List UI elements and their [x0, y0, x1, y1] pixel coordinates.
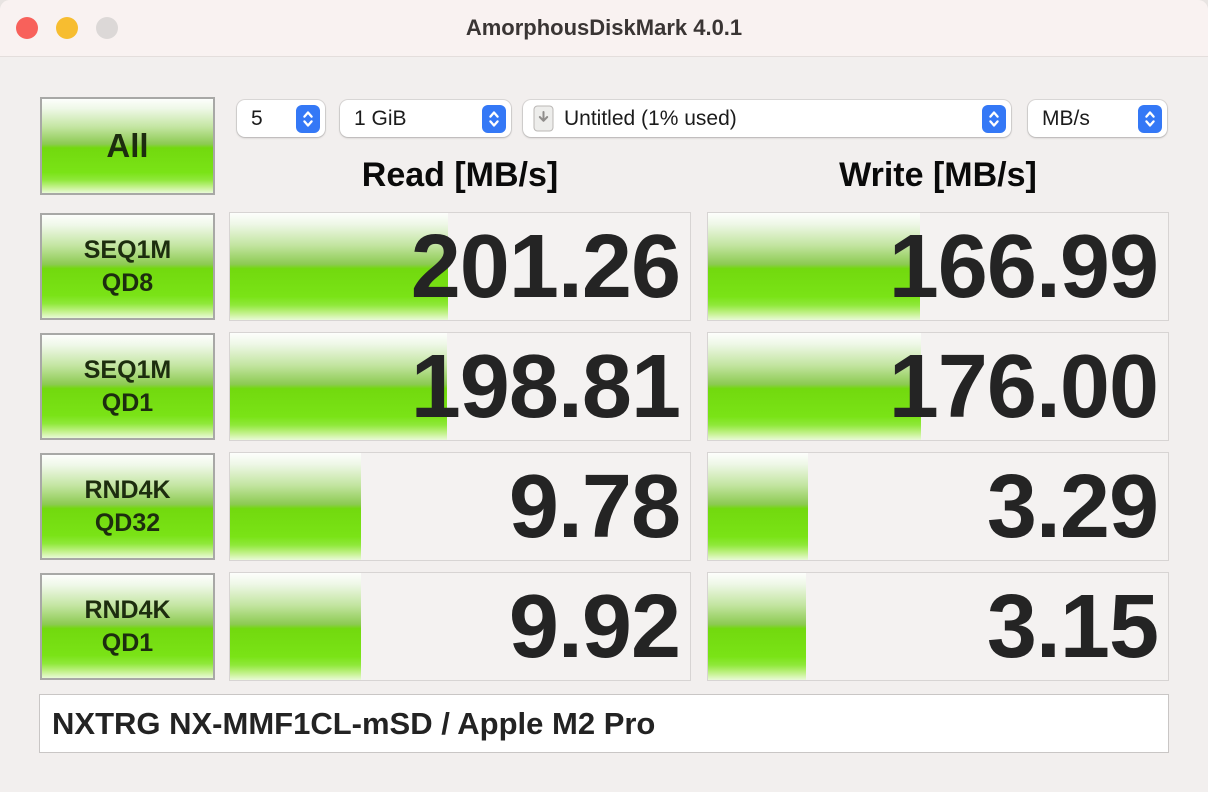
test-button-rnd4k-qd32[interactable]: RND4K QD32: [40, 453, 215, 560]
test-size-select[interactable]: 1 GiB: [340, 100, 511, 137]
read-result-cell: 9.92: [230, 573, 690, 680]
write-result-value: 3.29: [986, 457, 1159, 557]
read-result-value: 9.78: [508, 457, 681, 557]
target-volume-select[interactable]: Untitled (1% used): [523, 100, 1011, 137]
window-title: AmorphousDiskMark 4.0.1: [465, 15, 743, 40]
write-result-bar: [708, 213, 921, 320]
target-volume-value: Untitled (1% used): [564, 106, 737, 130]
minimize-button[interactable]: [56, 17, 78, 39]
run-all-button[interactable]: All: [40, 97, 215, 195]
chevron-up-down-icon: [482, 104, 506, 133]
test-name: RND4K: [84, 596, 171, 624]
read-result-bar: [230, 573, 362, 680]
test-name: SEQ1M: [83, 356, 172, 384]
test-button-seq1m-qd1[interactable]: SEQ1M QD1: [40, 333, 215, 440]
write-result-value: 3.15: [986, 577, 1159, 677]
read-result-value: 9.92: [508, 577, 681, 677]
write-result-value: 166.99: [888, 217, 1159, 317]
test-name: RND4K: [84, 476, 171, 504]
title-bar: AmorphousDiskMark 4.0.1: [0, 0, 1208, 57]
read-result-bar: [230, 453, 361, 560]
write-column-header: Write [MB/s]: [839, 156, 1037, 194]
read-result-value: 201.26: [410, 217, 681, 317]
trial-count-select[interactable]: 5: [237, 100, 325, 137]
test-button-seq1m-qd8[interactable]: SEQ1M QD8: [40, 213, 215, 320]
queue-depth: QD8: [101, 268, 154, 297]
write-result-cell: 3.15: [708, 573, 1168, 680]
chevron-up-down-icon: [296, 104, 320, 133]
unit-select[interactable]: MB/s: [1028, 100, 1167, 137]
read-result-value: 198.81: [410, 337, 681, 437]
disk-drive-icon: [533, 105, 554, 132]
close-button[interactable]: [16, 17, 38, 39]
chevron-up-down-icon: [982, 104, 1006, 133]
write-result-bar: [708, 333, 922, 440]
unit-value: MB/s: [1042, 106, 1090, 130]
read-result-cell: 9.78: [230, 453, 690, 560]
run-all-label: All: [106, 127, 149, 164]
write-result-cell: 166.99: [708, 213, 1168, 320]
device-info-field: NXTRG NX-MMF1CL-mSD / Apple M2 Pro: [40, 695, 1168, 752]
read-result-cell: 201.26: [230, 213, 690, 320]
zoom-button-disabled: [96, 17, 118, 39]
read-result-bar: [230, 213, 448, 320]
write-result-cell: 176.00: [708, 333, 1168, 440]
write-result-bar: [708, 453, 808, 560]
write-result-bar: [708, 573, 807, 680]
write-result-value: 176.00: [888, 337, 1159, 437]
queue-depth: QD1: [101, 628, 154, 657]
read-column-header: Read [MB/s]: [361, 156, 559, 194]
queue-depth: QD32: [94, 508, 161, 537]
test-button-rnd4k-qd1[interactable]: RND4K QD1: [40, 573, 215, 680]
read-result-cell: 198.81: [230, 333, 690, 440]
chevron-up-down-icon: [1138, 104, 1162, 133]
test-name: SEQ1M: [83, 236, 172, 264]
test-size-value: 1 GiB: [354, 106, 407, 130]
device-info-text: NXTRG NX-MMF1CL-mSD / Apple M2 Pro: [52, 705, 656, 741]
write-result-cell: 3.29: [708, 453, 1168, 560]
queue-depth: QD1: [101, 388, 154, 417]
trial-count-value: 5: [251, 106, 263, 130]
read-result-bar: [230, 333, 447, 440]
